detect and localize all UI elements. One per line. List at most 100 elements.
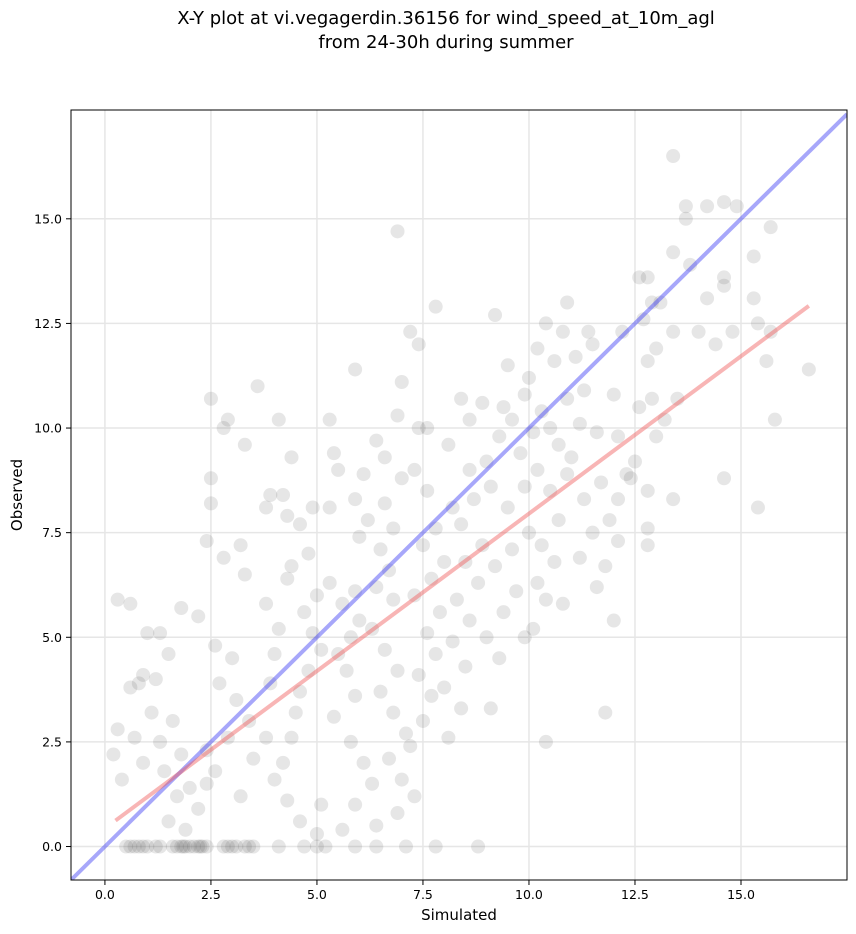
data-point — [462, 613, 477, 628]
data-point — [297, 839, 312, 854]
data-point — [386, 592, 401, 607]
data-point — [577, 492, 592, 507]
data-point — [394, 375, 409, 390]
data-point — [348, 584, 363, 599]
data-point — [276, 488, 291, 502]
y-axis-ticks: 0.0 2.5 5.0 7.5 10.0 12.5 15.0 — [34, 211, 71, 854]
data-point — [627, 454, 642, 469]
data-point — [348, 839, 363, 854]
data-point — [212, 676, 227, 691]
data-point — [326, 446, 341, 461]
data-point — [611, 492, 626, 507]
data-point — [437, 680, 452, 695]
y-tick-label: 10.0 — [34, 421, 62, 436]
data-point — [271, 839, 286, 854]
data-point — [746, 291, 761, 306]
data-point — [500, 358, 515, 373]
data-point — [475, 395, 490, 410]
data-point — [462, 412, 477, 427]
data-point — [513, 446, 528, 461]
data-point — [153, 626, 168, 641]
data-point — [441, 437, 456, 452]
data-point — [717, 471, 732, 486]
data-point — [123, 839, 138, 854]
y-tick-label: 7.5 — [42, 525, 62, 540]
data-point — [653, 295, 668, 310]
data-point — [284, 559, 299, 574]
data-point — [500, 500, 515, 515]
data-point — [649, 341, 664, 356]
data-point — [259, 596, 274, 611]
data-point — [445, 634, 460, 649]
data-point — [153, 839, 168, 854]
chart-title-line-2: from 24-30h during summer — [318, 32, 574, 53]
data-point — [280, 571, 295, 586]
data-point — [564, 450, 579, 465]
data-point — [348, 688, 363, 703]
data-point — [360, 513, 375, 528]
data-point — [292, 684, 307, 699]
data-point — [386, 705, 401, 720]
data-point — [598, 559, 613, 574]
data-point — [700, 199, 715, 214]
data-point — [174, 839, 189, 854]
data-point — [127, 839, 142, 854]
data-point — [585, 525, 600, 540]
data-point — [148, 839, 163, 854]
data-point — [483, 479, 498, 494]
data-point — [390, 224, 405, 239]
data-point — [589, 425, 604, 440]
x-axis-label: Simulated — [421, 906, 497, 924]
data-point — [415, 713, 430, 728]
data-point — [479, 454, 494, 469]
data-point — [182, 839, 197, 854]
data-point — [598, 705, 613, 720]
data-point — [717, 195, 732, 210]
data-point — [318, 839, 333, 854]
data-point — [606, 613, 621, 628]
y-axis-label: Observed — [8, 459, 26, 531]
data-point — [428, 839, 443, 854]
data-point — [411, 667, 426, 682]
data-point — [373, 542, 388, 557]
data-point — [632, 270, 647, 285]
data-point — [343, 630, 358, 645]
x-tick-label: 2.5 — [201, 887, 221, 902]
data-point — [746, 249, 761, 264]
data-point — [352, 529, 367, 544]
data-point — [424, 688, 439, 703]
data-point — [428, 299, 443, 314]
data-point — [640, 270, 655, 285]
data-point — [301, 546, 316, 561]
identity-line — [71, 112, 847, 880]
data-point — [144, 705, 159, 720]
data-point — [407, 588, 422, 603]
data-point — [114, 772, 129, 787]
data-point — [229, 839, 244, 854]
y-tick-label: 5.0 — [42, 630, 62, 645]
data-point — [199, 743, 214, 758]
data-point — [186, 839, 201, 854]
data-point — [496, 605, 511, 620]
data-point — [343, 734, 358, 749]
data-point — [377, 496, 392, 511]
data-point — [246, 751, 261, 766]
data-point — [581, 324, 596, 339]
data-point — [454, 391, 469, 406]
x-tick-label: 0.0 — [95, 887, 115, 902]
data-point — [543, 483, 558, 498]
data-point — [237, 567, 252, 582]
data-point — [365, 776, 380, 791]
data-point — [691, 324, 706, 339]
data-point — [208, 638, 223, 653]
plot-area-frame — [70, 109, 848, 881]
data-point — [403, 739, 418, 754]
data-point — [683, 257, 698, 272]
data-point — [466, 492, 481, 507]
data-point — [678, 199, 693, 214]
x-tick-label: 5.0 — [307, 887, 327, 902]
data-point — [280, 793, 295, 808]
data-point — [369, 433, 384, 448]
chart-title-line-1: X-Y plot at vi.vegagerdin.36156 for wind… — [177, 8, 715, 29]
data-point — [585, 337, 600, 352]
